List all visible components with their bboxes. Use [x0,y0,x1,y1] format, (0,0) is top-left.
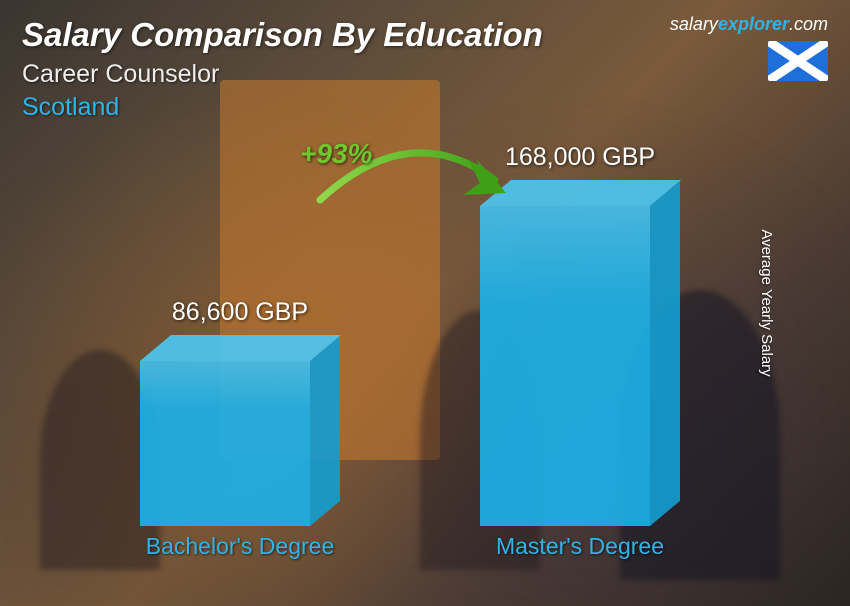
bar-category-label: Bachelor's Degree [110,533,370,560]
chart-area: 86,600 GBPBachelor's Degree168,000 GBPMa… [80,150,770,556]
bar-front-face [480,206,650,526]
bar-side-face [310,336,340,526]
brand-block: salaryexplorer.com [670,14,828,81]
bar-top-face [140,335,341,361]
bar-value-label: 86,600 GBP [110,298,370,327]
bar-group: 86,600 GBPBachelor's Degree [140,335,340,526]
bar-side-face [650,181,680,526]
subtitle-region: Scotland [22,93,543,122]
brand-text: salaryexplorer.com [670,14,828,35]
percentage-increase-label: +93% [300,138,372,170]
subtitle-job: Career Counselor [22,60,543,89]
page-title: Salary Comparison By Education [22,16,543,54]
brand-part3: .com [789,14,828,34]
flag-icon [768,41,828,81]
bar-category-label: Master's Degree [450,533,710,560]
bar-3d [140,335,340,526]
title-block: Salary Comparison By Education Career Co… [22,16,543,122]
content-layer: Salary Comparison By Education Career Co… [0,0,850,606]
brand-part1: salary [670,14,718,34]
bar-front-face [140,361,310,526]
brand-part2: explorer [718,14,789,34]
